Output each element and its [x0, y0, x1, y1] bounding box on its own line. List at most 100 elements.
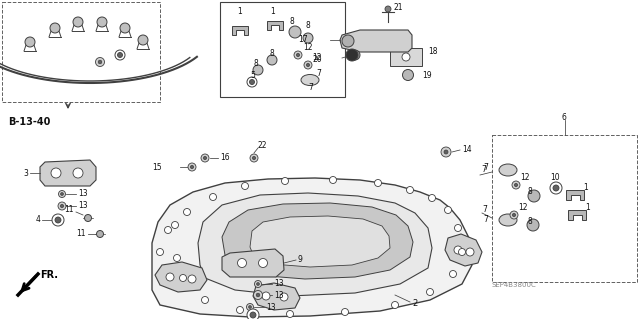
Polygon shape	[253, 283, 300, 310]
Text: 13: 13	[78, 189, 88, 198]
Text: 7: 7	[483, 216, 488, 225]
Bar	[390, 48, 422, 66]
Circle shape	[164, 226, 172, 234]
Polygon shape	[250, 216, 390, 267]
Circle shape	[307, 63, 310, 67]
Circle shape	[466, 248, 474, 256]
Circle shape	[58, 202, 66, 210]
Text: 11: 11	[77, 229, 86, 239]
Ellipse shape	[499, 214, 517, 226]
Circle shape	[252, 156, 255, 160]
Ellipse shape	[301, 75, 319, 85]
Circle shape	[255, 280, 262, 287]
Circle shape	[527, 219, 539, 231]
Circle shape	[303, 33, 313, 43]
Polygon shape	[566, 190, 584, 200]
Circle shape	[287, 310, 294, 317]
Circle shape	[513, 213, 516, 217]
Text: 8: 8	[270, 48, 275, 57]
Text: 5: 5	[250, 70, 255, 79]
Text: 1: 1	[237, 8, 242, 17]
Circle shape	[304, 61, 312, 69]
Circle shape	[246, 303, 253, 310]
Text: 7: 7	[308, 83, 313, 92]
Circle shape	[510, 211, 518, 219]
Polygon shape	[568, 210, 586, 220]
Text: SEP4B3800C: SEP4B3800C	[492, 282, 537, 288]
Text: 12: 12	[520, 174, 529, 182]
Circle shape	[426, 288, 433, 295]
Polygon shape	[155, 262, 207, 292]
Text: 9: 9	[298, 256, 303, 264]
Circle shape	[209, 194, 216, 201]
Text: 7: 7	[483, 164, 488, 173]
Circle shape	[98, 60, 102, 64]
Text: 13: 13	[274, 291, 284, 300]
Circle shape	[441, 147, 451, 157]
Circle shape	[188, 163, 196, 171]
Text: 15: 15	[152, 162, 162, 172]
Text: 3: 3	[23, 168, 28, 177]
Polygon shape	[222, 249, 284, 277]
Text: 13: 13	[266, 302, 276, 311]
Text: 1: 1	[585, 204, 589, 212]
Text: 1: 1	[583, 183, 588, 192]
Circle shape	[248, 306, 252, 308]
Circle shape	[120, 23, 130, 33]
Bar	[220, 2, 345, 97]
Text: 12: 12	[312, 54, 321, 63]
Circle shape	[97, 17, 107, 27]
Circle shape	[403, 70, 413, 80]
Circle shape	[97, 231, 104, 238]
Text: 8: 8	[305, 20, 310, 29]
Circle shape	[515, 183, 518, 187]
Circle shape	[157, 249, 163, 256]
Circle shape	[241, 182, 248, 189]
Circle shape	[445, 206, 451, 213]
Text: 21: 21	[394, 4, 403, 12]
Text: 17: 17	[298, 35, 308, 44]
Circle shape	[95, 57, 104, 66]
Circle shape	[346, 49, 358, 61]
Text: 7: 7	[481, 166, 486, 174]
Circle shape	[115, 50, 125, 60]
Circle shape	[250, 312, 256, 318]
Circle shape	[138, 35, 148, 45]
Polygon shape	[267, 20, 283, 29]
Text: 18: 18	[428, 48, 438, 56]
Circle shape	[458, 249, 465, 256]
Text: 13: 13	[78, 202, 88, 211]
Text: 13: 13	[274, 279, 284, 288]
Circle shape	[550, 182, 562, 194]
Circle shape	[173, 255, 180, 262]
Text: 8: 8	[253, 58, 258, 68]
Circle shape	[237, 307, 243, 314]
Circle shape	[250, 154, 258, 162]
Circle shape	[191, 165, 193, 169]
Circle shape	[172, 221, 179, 228]
Circle shape	[166, 273, 174, 281]
Text: 22: 22	[258, 140, 268, 150]
Polygon shape	[222, 203, 413, 279]
Text: 8: 8	[527, 218, 532, 226]
Circle shape	[58, 190, 65, 197]
Circle shape	[444, 150, 448, 154]
Polygon shape	[232, 26, 248, 34]
Text: 12: 12	[303, 43, 312, 53]
Text: 8: 8	[527, 188, 532, 197]
Circle shape	[385, 6, 391, 12]
Circle shape	[52, 214, 64, 226]
Text: 4: 4	[35, 216, 40, 225]
Text: 12: 12	[518, 204, 527, 212]
Circle shape	[289, 26, 301, 38]
Text: 11: 11	[65, 205, 74, 214]
Text: 2: 2	[412, 299, 417, 308]
Text: 1: 1	[270, 8, 275, 17]
Circle shape	[201, 154, 209, 162]
Text: 14: 14	[462, 145, 472, 154]
Circle shape	[84, 214, 92, 221]
Circle shape	[374, 180, 381, 187]
Circle shape	[184, 209, 191, 216]
Circle shape	[259, 258, 268, 268]
Circle shape	[296, 53, 300, 56]
